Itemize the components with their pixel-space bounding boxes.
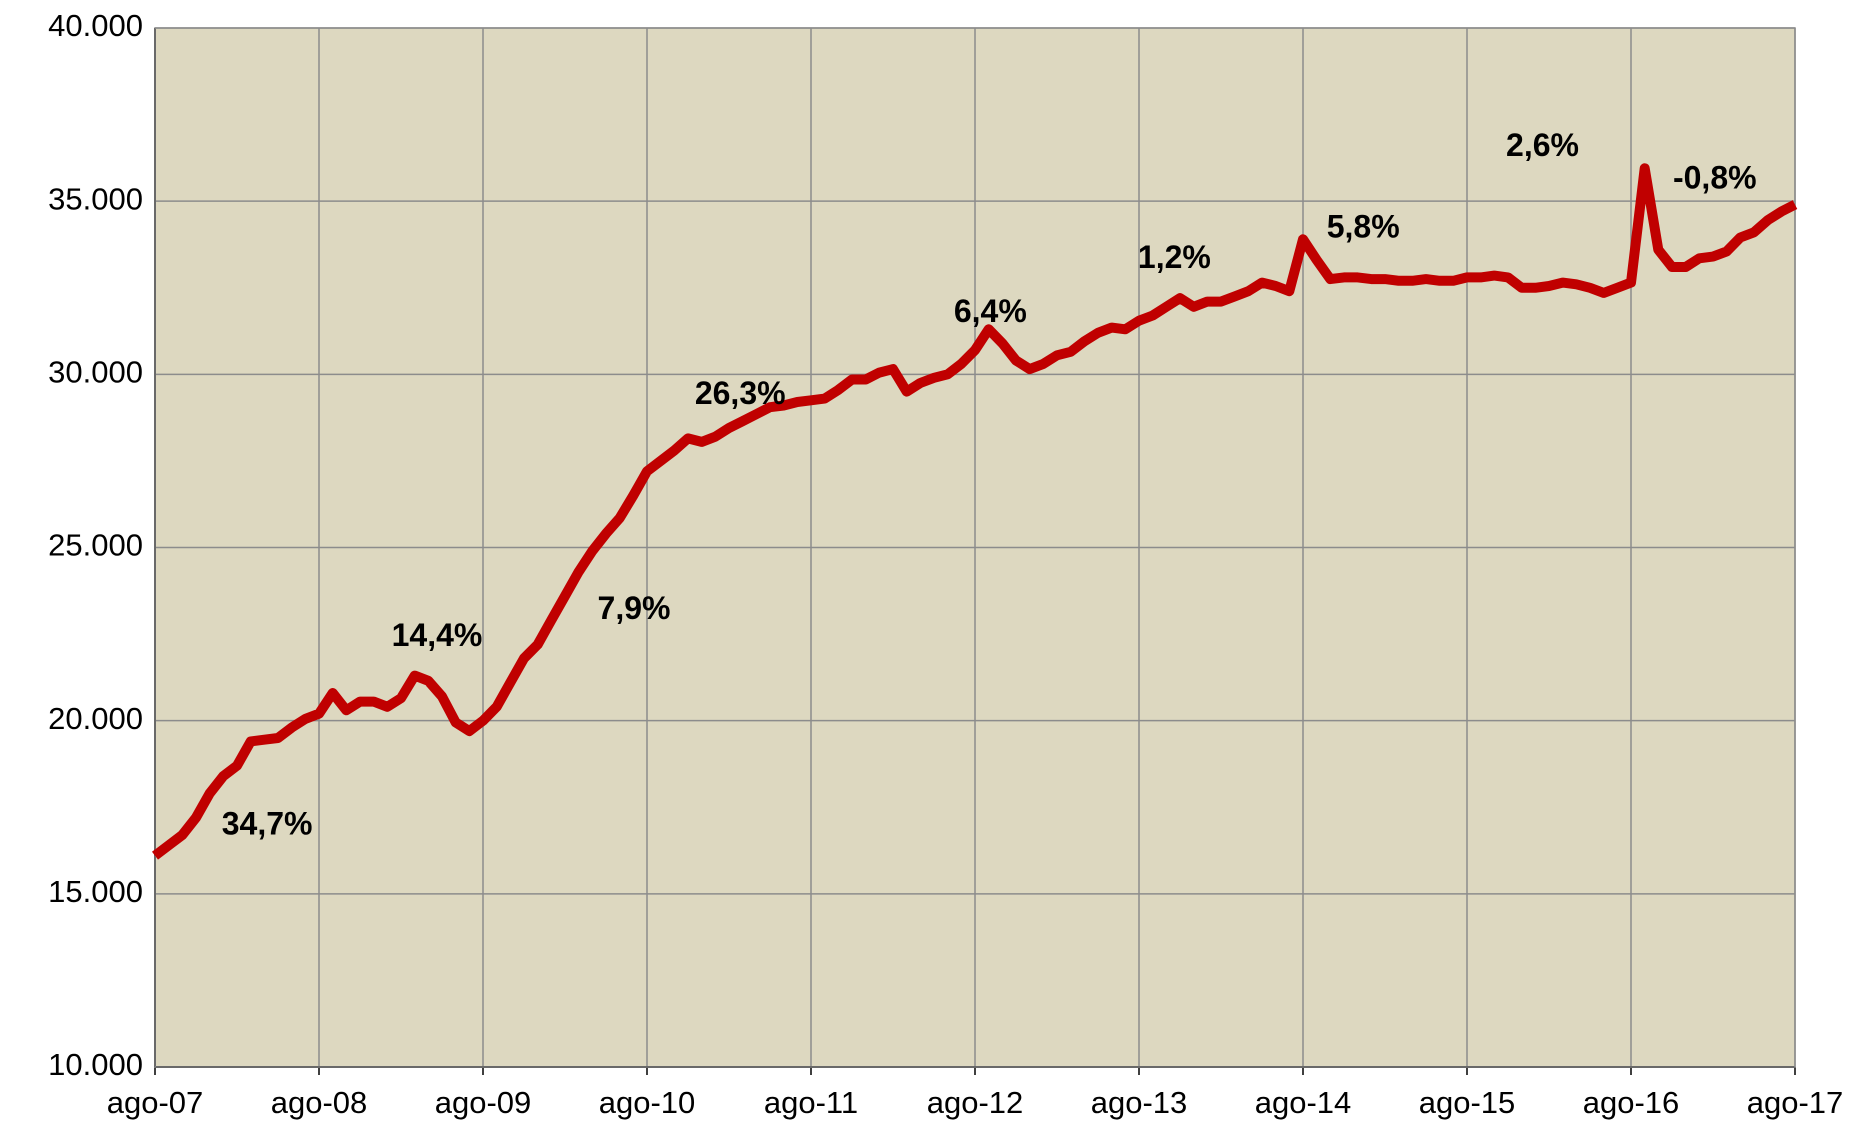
annotation: 2,6% bbox=[1506, 127, 1579, 163]
x-tick-label: ago-13 bbox=[1091, 1085, 1188, 1120]
annotation: 5,8% bbox=[1327, 209, 1400, 245]
x-tick-label: ago-07 bbox=[107, 1085, 204, 1120]
annotation: 6,4% bbox=[954, 293, 1027, 329]
x-tick-label: ago-08 bbox=[271, 1085, 368, 1120]
y-tick-label: 10.000 bbox=[48, 1047, 143, 1082]
x-tick-label: ago-12 bbox=[927, 1085, 1024, 1120]
x-tick-label: ago-17 bbox=[1747, 1085, 1844, 1120]
x-tick-label: ago-09 bbox=[435, 1085, 532, 1120]
y-tick-label: 35.000 bbox=[48, 181, 143, 216]
x-tick-label: ago-16 bbox=[1583, 1085, 1680, 1120]
y-tick-label: 15.000 bbox=[48, 874, 143, 909]
y-tick-label: 20.000 bbox=[48, 701, 143, 736]
annotation: -0,8% bbox=[1673, 160, 1757, 196]
y-tick-label: 30.000 bbox=[48, 355, 143, 390]
y-tick-label: 25.000 bbox=[48, 528, 143, 563]
x-tick-label: ago-10 bbox=[599, 1085, 696, 1120]
x-tick-label: ago-14 bbox=[1255, 1085, 1352, 1120]
annotation: 34,7% bbox=[222, 805, 313, 841]
y-tick-label: 40.000 bbox=[48, 8, 143, 43]
annotation: 26,3% bbox=[695, 375, 786, 411]
x-tick-label: ago-15 bbox=[1419, 1085, 1516, 1120]
data-line bbox=[151, 163, 1798, 860]
annotation: 1,2% bbox=[1138, 239, 1211, 275]
annotation: 7,9% bbox=[598, 590, 671, 626]
plot-border bbox=[154, 27, 1796, 1068]
x-tick-label: ago-11 bbox=[764, 1085, 858, 1120]
annotation: 14,4% bbox=[392, 617, 483, 653]
